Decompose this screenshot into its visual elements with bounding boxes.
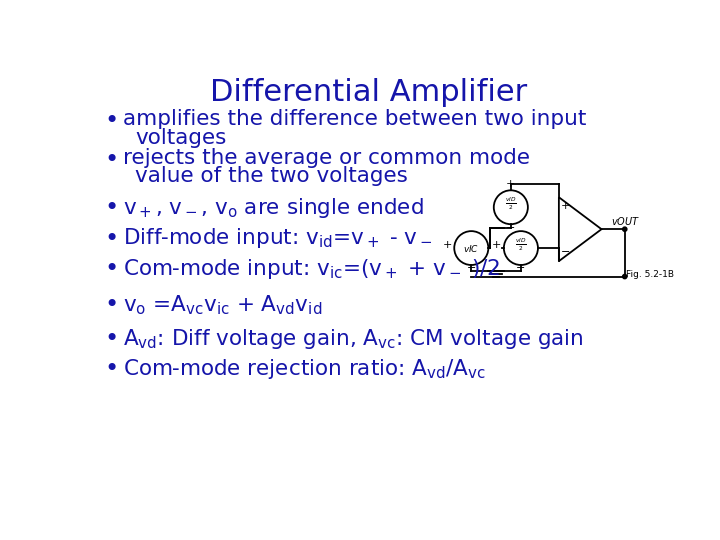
Text: +: + bbox=[443, 240, 452, 250]
Text: −: − bbox=[467, 264, 476, 273]
Text: •: • bbox=[104, 327, 118, 350]
Text: +: + bbox=[492, 240, 502, 250]
Text: rejects the average or common mode: rejects the average or common mode bbox=[122, 148, 529, 168]
Text: $\mathregular{v_o}$ =$\mathregular{A_{vc}}$$\mathregular{v_{ic}}$ + $\mathregula: $\mathregular{v_o}$ =$\mathregular{A_{vc… bbox=[122, 294, 322, 317]
Text: −: − bbox=[516, 264, 526, 273]
Text: Com-mode input: $\mathregular{v_{ic}}$=($\mathregular{v_+}$ + $\mathregular{v_-}: Com-mode input: $\mathregular{v_{ic}}$=(… bbox=[122, 257, 499, 281]
Text: $\mathregular{A_{vd}}$: Diff voltage gain, $\mathregular{A_{vc}}$: CM voltage ga: $\mathregular{A_{vd}}$: Diff voltage gai… bbox=[122, 327, 583, 350]
Text: +: + bbox=[561, 201, 570, 212]
Text: •: • bbox=[104, 195, 118, 220]
Text: Com-mode rejection ratio: $\mathregular{A_{vd}}$/$\mathregular{A_{vc}}$: Com-mode rejection ratio: $\mathregular{… bbox=[122, 357, 486, 381]
Text: +: + bbox=[506, 179, 516, 189]
Text: •: • bbox=[104, 226, 118, 251]
Text: $vIC$: $vIC$ bbox=[463, 242, 480, 254]
Text: •: • bbox=[104, 294, 118, 318]
Text: amplifies the difference between two input: amplifies the difference between two inp… bbox=[122, 110, 586, 130]
Text: Differential Amplifier: Differential Amplifier bbox=[210, 78, 528, 107]
Text: −: − bbox=[506, 222, 516, 233]
Text: $\frac{vID}{2}$: $\frac{vID}{2}$ bbox=[515, 237, 527, 253]
Text: voltages: voltages bbox=[135, 128, 226, 148]
Text: Fig. 5.2-1B: Fig. 5.2-1B bbox=[626, 269, 675, 279]
Text: −: − bbox=[561, 247, 570, 257]
Text: value of the two voltages: value of the two voltages bbox=[135, 166, 408, 186]
Text: •: • bbox=[104, 357, 118, 381]
Text: •: • bbox=[104, 257, 118, 281]
Text: Diff-mode input: $\mathregular{v_{id}}$=$\mathregular{v_+}$ - $\mathregular{v_-}: Diff-mode input: $\mathregular{v_{id}}$=… bbox=[122, 226, 433, 251]
Text: •: • bbox=[104, 148, 118, 172]
Text: $\mathregular{v_+}$, $\mathregular{v_-}$, $\mathregular{v_o}$ are single ended: $\mathregular{v_+}$, $\mathregular{v_-}$… bbox=[122, 195, 423, 220]
Text: $vOUT$: $vOUT$ bbox=[611, 215, 640, 227]
Text: $\frac{vID}{2}$: $\frac{vID}{2}$ bbox=[505, 196, 517, 212]
Text: •: • bbox=[104, 110, 118, 133]
